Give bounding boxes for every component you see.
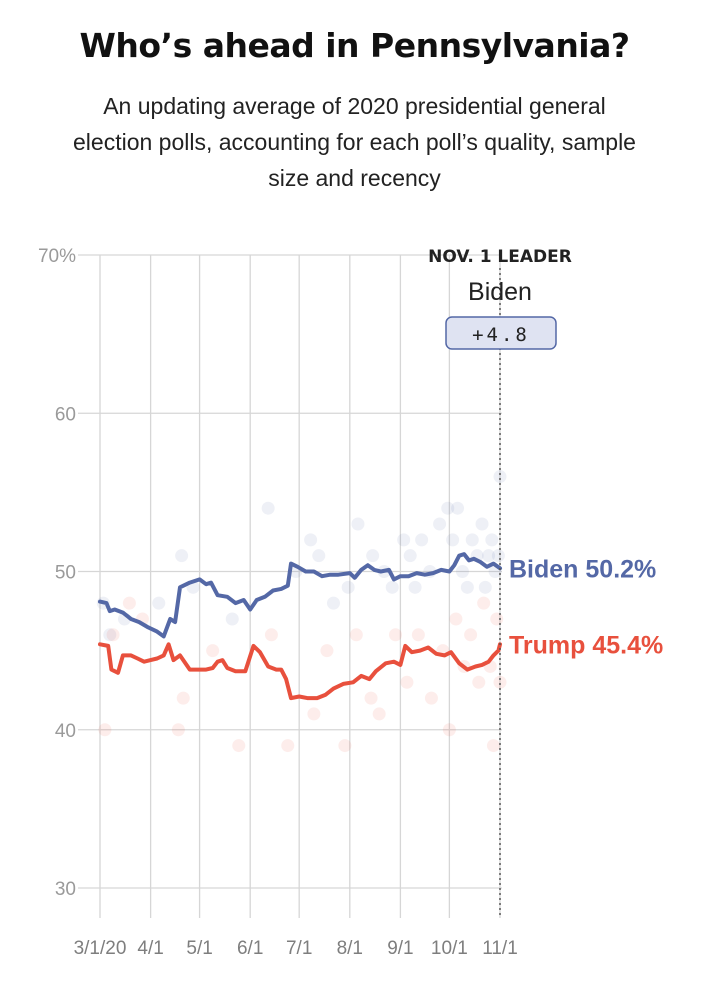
chart-subtitle: An updating average of 2020 presidential… <box>0 88 709 196</box>
subtitle-line-2: election polls, accounting for each poll… <box>73 129 636 155</box>
average-lines-layer <box>98 552 502 701</box>
poll-dot-biden <box>485 533 499 547</box>
poll-dot-biden <box>478 580 492 594</box>
poll-dot-trump <box>176 691 190 705</box>
poll-dot-biden <box>351 517 365 531</box>
poll-dot-trump <box>493 675 507 689</box>
chart-title: Who’s ahead in Pennsylvania? <box>79 26 630 65</box>
x-tick-label: 11/1 <box>482 938 518 959</box>
poll-dot-biden <box>225 612 239 626</box>
poll-dot-trump <box>264 628 278 642</box>
poll-dot-biden <box>326 596 340 610</box>
poll-dot-trump <box>389 628 403 642</box>
poll-dot-biden <box>441 501 455 515</box>
leader-margin-box <box>445 316 557 350</box>
poll-dot-trump <box>281 739 295 753</box>
subtitle-line-1: An updating average of 2020 presidential… <box>103 93 606 119</box>
poll-dot-biden <box>408 580 422 594</box>
x-tick-label: 9/1 <box>387 938 413 959</box>
poll-dot-trump <box>490 612 504 626</box>
poll-dot-biden <box>366 549 380 563</box>
poll-dot-trump <box>338 739 352 753</box>
grid-layer: 30 40 50 60 70% 3/1/20 4/1 5/1 6/1 7/1 8/1 9/1 10/1 1… <box>38 246 518 959</box>
x-tick-label: 3/1/20 <box>74 938 127 959</box>
leader-margin: +4.8 <box>472 324 530 346</box>
leader-heading: NOV. 1 LEADER <box>428 247 572 267</box>
poll-dot-trump <box>411 628 425 642</box>
poll-dot-trump <box>364 691 378 705</box>
poll-dot-biden <box>175 549 189 563</box>
poll-dot-biden <box>152 596 166 610</box>
poll-dot-trump <box>477 596 491 610</box>
poll-dot-trump <box>472 675 486 689</box>
poll-dot-biden <box>385 580 399 594</box>
end-labels-layer: Biden 50.2% Trump 45.4% <box>509 555 663 659</box>
y-tick-label: 30 <box>55 879 76 900</box>
poll-dot-biden <box>482 549 496 563</box>
poll-dot-trump <box>320 644 334 658</box>
poll-dot-biden <box>475 517 489 531</box>
leader-name: Biden <box>468 278 532 306</box>
poll-dot-trump <box>232 739 246 753</box>
poll-dot-trump <box>171 723 185 737</box>
y-tick-label: 40 <box>55 721 76 742</box>
x-tick-label: 5/1 <box>186 938 212 959</box>
poll-dot-biden <box>312 549 326 563</box>
poll-dot-biden <box>415 533 429 547</box>
poll-dot-trump <box>486 739 500 753</box>
end-label-trump: Trump 45.4% <box>509 631 663 659</box>
poll-dot-biden <box>261 501 275 515</box>
poll-dot-trump <box>206 644 220 658</box>
subtitle-line-3: size and recency <box>268 165 441 191</box>
poll-dot-biden <box>465 533 479 547</box>
poll-dot-biden <box>491 549 505 563</box>
x-tick-label: 4/1 <box>137 938 163 959</box>
x-tick-label: 7/1 <box>286 938 312 959</box>
poll-dot-biden <box>341 580 355 594</box>
poll-dot-trump <box>442 723 456 737</box>
poll-dot-trump <box>307 707 321 721</box>
x-tick-label: 10/1 <box>431 938 468 959</box>
poll-dot-trump <box>400 675 414 689</box>
average-line-biden <box>98 552 502 639</box>
x-tick-label: 6/1 <box>237 938 263 959</box>
poll-dots-layer <box>96 470 507 753</box>
poll-dot-trump <box>424 691 438 705</box>
poll-dot-biden <box>446 533 460 547</box>
average-line-trump <box>98 642 502 701</box>
poll-dot-biden <box>397 533 411 547</box>
poll-dot-trump <box>449 612 463 626</box>
x-tick-label: 8/1 <box>337 938 363 959</box>
y-tick-label: 50 <box>55 563 76 584</box>
poll-dot-trump <box>349 628 363 642</box>
y-tick-label: 70% <box>38 246 76 267</box>
poll-dot-biden <box>403 549 417 563</box>
poll-dot-trump <box>372 707 386 721</box>
end-label-biden: Biden 50.2% <box>509 555 656 583</box>
y-tick-label: 60 <box>55 404 76 425</box>
poll-dot-trump <box>122 596 136 610</box>
poll-dot-biden <box>460 580 474 594</box>
poll-dot-trump <box>464 628 478 642</box>
poll-dot-biden <box>493 470 507 484</box>
poll-dot-trump <box>98 723 112 737</box>
leader-callout: NOV. 1 LEADER Biden +4.8 <box>428 247 572 918</box>
poll-dot-biden <box>455 565 469 578</box>
poll-dot-biden <box>103 628 117 642</box>
poll-dot-biden <box>433 517 447 531</box>
poll-dot-trump <box>106 628 120 642</box>
poll-dot-biden <box>451 501 465 515</box>
poll-dot-biden <box>304 533 318 547</box>
